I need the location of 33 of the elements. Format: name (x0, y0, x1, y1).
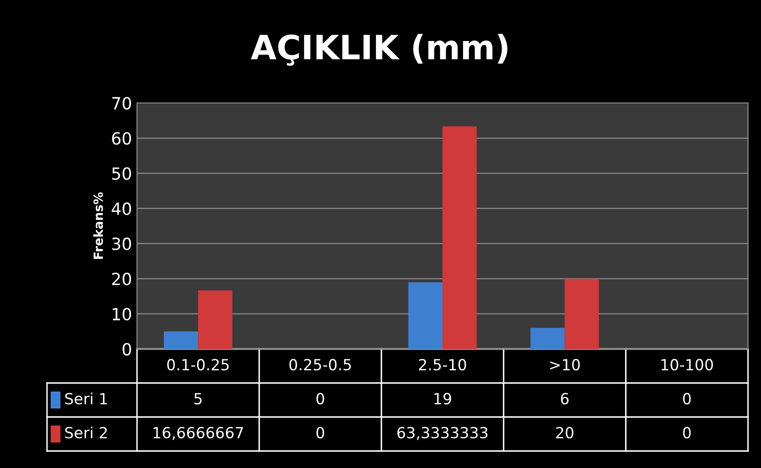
x-tick-label: 2.5-10 (418, 358, 466, 370)
bar (408, 282, 442, 349)
y-tick-label: 20 (112, 272, 132, 286)
data-label: 6 (560, 392, 569, 404)
data-label: 0 (683, 392, 691, 404)
y-tick-label: 50 (112, 167, 132, 180)
data-label: 0 (316, 392, 324, 404)
bar (198, 290, 232, 349)
chart-title: AÇIKLIK (mm) (250, 34, 508, 66)
y-tick-label: 30 (112, 238, 132, 250)
y-tick-label: 0 (122, 342, 132, 356)
data-label: 63,3333333 (397, 426, 488, 440)
x-tick-label: >10 (550, 358, 580, 370)
x-tick-label: 0.25-0.5 (289, 358, 351, 370)
data-label: 19 (434, 392, 452, 404)
bar (564, 278, 599, 349)
y-tick-label: 60 (112, 132, 132, 145)
y-tick-label: 10 (112, 308, 132, 320)
y-tick-label: 40 (112, 202, 132, 215)
x-tick-label: 0.1-0.25 (167, 358, 229, 370)
legend-label: Seri 2 (65, 426, 107, 438)
data-label: 5 (194, 393, 202, 404)
bar (442, 126, 477, 349)
bar (164, 331, 198, 349)
y-tick-label: 70 (112, 96, 132, 110)
bar (530, 328, 565, 349)
data-label: 16,6666667 (154, 426, 243, 440)
data-label: 0 (683, 426, 691, 438)
legend-label: Seri 1 (65, 392, 107, 404)
x-tick-label: 10-100 (662, 358, 713, 370)
data-label: 0 (316, 426, 324, 438)
y-axis-title: Frekans% (93, 192, 103, 259)
data-label: 20 (556, 426, 574, 438)
